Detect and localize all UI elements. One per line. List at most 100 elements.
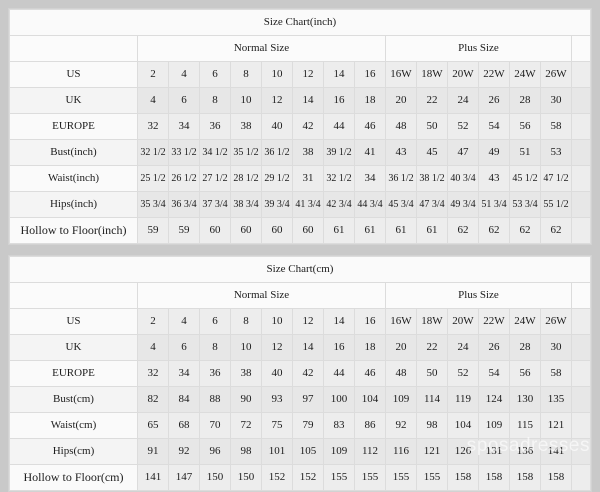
table-cell: 2: [137, 308, 169, 335]
table-cell: 104: [354, 386, 386, 413]
table-cell: 22: [416, 87, 448, 114]
table-cell: 135: [540, 386, 572, 413]
table-cell: 43: [478, 165, 510, 192]
table-cell: 60: [230, 217, 262, 244]
table-cell: 109: [478, 412, 510, 439]
row-label-bust-cm: Bust(cm): [9, 386, 138, 413]
table-cell: 44: [323, 360, 355, 387]
table-cell: 44: [323, 113, 355, 140]
group-header-filler: [571, 35, 591, 62]
table-cell: 155: [385, 464, 417, 491]
table-row: Hollow to Floor(inch) 59 59 60 60 60 60 61 61 61 6…: [9, 217, 591, 244]
table-cell: 59: [168, 217, 200, 244]
table-cell: 121: [540, 412, 572, 439]
table-cell: 42: [292, 113, 324, 140]
table-cell: 158: [509, 464, 541, 491]
size-chart-inch-table: Size Chart(inch) Normal Size Plus Size US 2 4…: [9, 9, 591, 244]
table-cell: 14: [292, 334, 324, 361]
table-cell: 83: [323, 412, 355, 439]
size-chart-cm-table: Size Chart(cm) Normal Size Plus Size US 2 4 6 8…: [9, 256, 591, 491]
table-cell: 10: [261, 308, 293, 335]
table-cell: 12: [292, 308, 324, 335]
table-cell: 35 1/2: [230, 139, 262, 166]
table-cell: 38: [230, 113, 262, 140]
table-cell: 38: [230, 360, 262, 387]
table-cell-filler: [571, 217, 591, 244]
table-cell: 14: [292, 87, 324, 114]
row-label-hips-cm: Hips(cm): [9, 438, 138, 465]
table-cell: 42: [292, 360, 324, 387]
table-cell: 130: [509, 386, 541, 413]
table-cell: 53 3/4: [509, 191, 541, 218]
table-cell: 34: [168, 360, 200, 387]
table-cell: 62: [509, 217, 541, 244]
table-cell: 54: [478, 113, 510, 140]
table-cell: 18W: [416, 308, 448, 335]
table-cell: 61: [416, 217, 448, 244]
table-cell: 16W: [385, 61, 417, 88]
table-cell: 24W: [509, 308, 541, 335]
table-row: US 2 4 6 8 10 12 14 16 16W 18W 20W 22W 24W 26W: [9, 308, 591, 335]
size-chart-inch-body: Size Chart(inch) Normal Size Plus Size US 2 4…: [9, 9, 591, 244]
row-label-hips-inch: Hips(inch): [9, 191, 138, 218]
table-cell: 79: [292, 412, 324, 439]
table-cell: 58: [540, 360, 572, 387]
table-cell: 152: [292, 464, 324, 491]
table-cell: 16: [354, 61, 386, 88]
table-cell: 31: [292, 165, 324, 192]
table-cell: 158: [447, 464, 479, 491]
table-cell: 119: [447, 386, 479, 413]
group-header-row: Normal Size Plus Size: [9, 282, 591, 309]
table-row: Bust(cm) 82 84 88 90 93 97 100 104 109 114 119 124 13…: [9, 386, 591, 413]
table-cell: 51 3/4: [478, 191, 510, 218]
table-cell: 10: [230, 87, 262, 114]
table-cell: 33 1/2: [168, 139, 200, 166]
row-label-hollow-to-floor-cm: Hollow to Floor(cm): [9, 464, 138, 491]
table-cell: 150: [199, 464, 231, 491]
row-label-waist-inch: Waist(inch): [9, 165, 138, 192]
table-cell: 62: [447, 217, 479, 244]
table-cell: 54: [478, 360, 510, 387]
table-cell: 98: [230, 438, 262, 465]
table-cell: 35 3/4: [137, 191, 169, 218]
table-cell: 82: [137, 386, 169, 413]
table-cell: 60: [199, 217, 231, 244]
table-cell: 4: [137, 334, 169, 361]
row-label-waist-cm: Waist(cm): [9, 412, 138, 439]
table-cell: 61: [385, 217, 417, 244]
table-row: Hips(cm) 91 92 96 98 101 105 109 112 116 121 126 131…: [9, 438, 591, 465]
table-cell: 50: [416, 360, 448, 387]
table-cell: 42 3/4: [323, 191, 355, 218]
table-cell: 38 1/2: [416, 165, 448, 192]
group-header-plus-size: Plus Size: [385, 282, 572, 309]
table-cell: 2: [137, 61, 169, 88]
table-cell: 44 3/4: [354, 191, 386, 218]
table-cell-filler: [571, 464, 591, 491]
table-cell-filler: [571, 308, 591, 335]
table-cell: 72: [230, 412, 262, 439]
table-cell: 70: [199, 412, 231, 439]
table-cell: 34: [354, 165, 386, 192]
group-header-plus-size: Plus Size: [385, 35, 572, 62]
table-cell-filler: [571, 334, 591, 361]
table-cell: 32: [137, 360, 169, 387]
table-row: Hips(inch) 35 3/4 36 3/4 37 3/4 38 3/4 39 3/4…: [9, 191, 591, 218]
table-cell: 112: [354, 438, 386, 465]
table-cell: 12: [292, 61, 324, 88]
table-cell: 58: [540, 113, 572, 140]
table-cell: 22: [416, 334, 448, 361]
table-cell: 38: [292, 139, 324, 166]
table-cell: 37 3/4: [199, 191, 231, 218]
table-cell: 16: [354, 308, 386, 335]
table-cell: 155: [323, 464, 355, 491]
table-cell: 86: [354, 412, 386, 439]
table-cell: 92: [168, 438, 200, 465]
table-row: Bust(inch) 32 1/2 33 1/2 34 1/2 35 1/2 36 1/2…: [9, 139, 591, 166]
size-chart-inch: Size Chart(inch) Normal Size Plus Size US 2 4…: [8, 8, 592, 245]
table-cell: 97: [292, 386, 324, 413]
table-cell: 30: [540, 87, 572, 114]
table-cell: 126: [447, 438, 479, 465]
table-cell: 60: [261, 217, 293, 244]
table-cell: 45: [416, 139, 448, 166]
table-cell: 14: [323, 308, 355, 335]
